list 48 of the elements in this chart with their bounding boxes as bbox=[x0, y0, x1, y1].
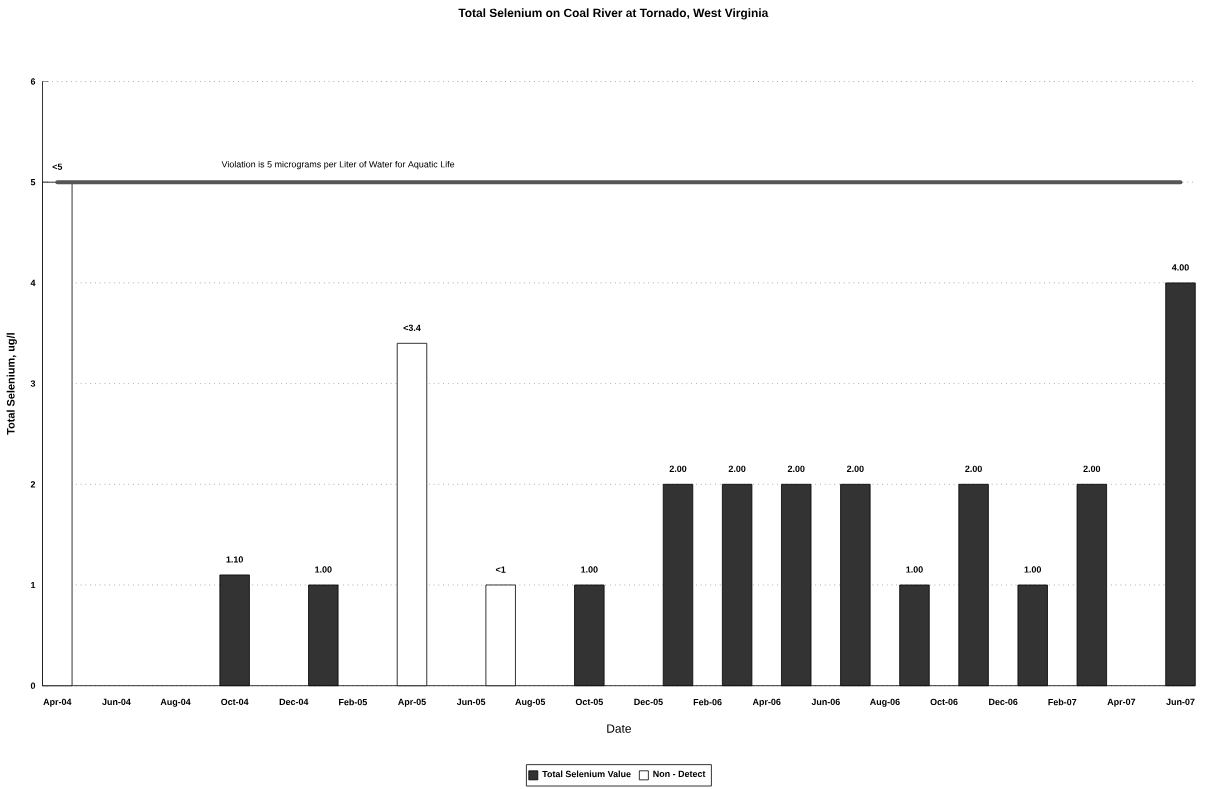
x-tick-label: Dec-05 bbox=[634, 698, 663, 705]
x-tick-label: Jun-07 bbox=[1166, 698, 1195, 705]
data-label: <5 bbox=[52, 163, 63, 170]
data-label: 1.00 bbox=[906, 566, 923, 573]
data-label: <1 bbox=[495, 566, 506, 573]
data-label: 1.00 bbox=[315, 566, 332, 573]
x-tick-label: Apr-04 bbox=[43, 698, 72, 707]
y-tick-label: 4 bbox=[30, 279, 36, 286]
x-tick-label: Apr-07 bbox=[1107, 698, 1136, 707]
x-tick-label: Feb-06 bbox=[693, 698, 722, 706]
x-tick-label: Feb-07 bbox=[1048, 698, 1077, 706]
data-label: 2.00 bbox=[846, 465, 864, 472]
x-tick-label: Aug-06 bbox=[869, 698, 900, 707]
y-tick-label: 5 bbox=[30, 179, 36, 186]
data-label: 4.00 bbox=[1171, 264, 1189, 271]
legend-label: Non - Detect bbox=[653, 770, 706, 777]
x-tick-label: Oct-05 bbox=[575, 698, 604, 705]
y-tick-label: 6 bbox=[30, 78, 36, 85]
legend-label: Total Selenium Value bbox=[542, 770, 631, 778]
x-tick-label: Aug-04 bbox=[160, 698, 191, 707]
x-tick-label: Oct-06 bbox=[930, 698, 958, 705]
data-label: 2.00 bbox=[728, 465, 746, 472]
y-tick-label: 2 bbox=[30, 481, 36, 488]
data-label: 1.00 bbox=[581, 566, 598, 573]
data-label: <3.4 bbox=[403, 324, 421, 331]
y-tick-label: 3 bbox=[30, 380, 36, 387]
data-label: 2.00 bbox=[669, 465, 687, 472]
y-tick-label: 1 bbox=[31, 581, 36, 589]
data-label: 2.00 bbox=[787, 465, 805, 472]
x-tick-label: Dec-06 bbox=[989, 698, 1018, 705]
x-axis-title: Date bbox=[607, 724, 631, 733]
x-tick-label: Jun-06 bbox=[811, 698, 840, 705]
y-axis-title: Total Selenium, ug/l bbox=[6, 333, 17, 435]
x-tick-label: Oct-04 bbox=[221, 698, 249, 705]
data-label: 2.00 bbox=[965, 465, 982, 472]
data-label: 2.00 bbox=[1083, 465, 1101, 472]
data-label: 1.00 bbox=[1024, 566, 1042, 573]
x-tick-label: Jun-05 bbox=[456, 698, 486, 705]
x-tick-label: Dec-04 bbox=[279, 698, 309, 705]
x-tick-label: Apr-06 bbox=[752, 698, 781, 707]
x-tick-label: Jun-04 bbox=[102, 698, 131, 705]
x-tick-label: Feb-05 bbox=[339, 698, 368, 706]
x-tick-label: Aug-05 bbox=[515, 698, 546, 707]
ref-line-label: Violation is 5 micrograms per Liter of Water for Aquatic Life bbox=[221, 160, 455, 170]
y-tick-label: 0 bbox=[30, 682, 36, 689]
x-tick-label: Apr-05 bbox=[398, 698, 426, 707]
data-label: 1.10 bbox=[226, 556, 243, 563]
chart-title: Total Selenium on Coal River at Tornado, West Virginia bbox=[458, 8, 769, 20]
